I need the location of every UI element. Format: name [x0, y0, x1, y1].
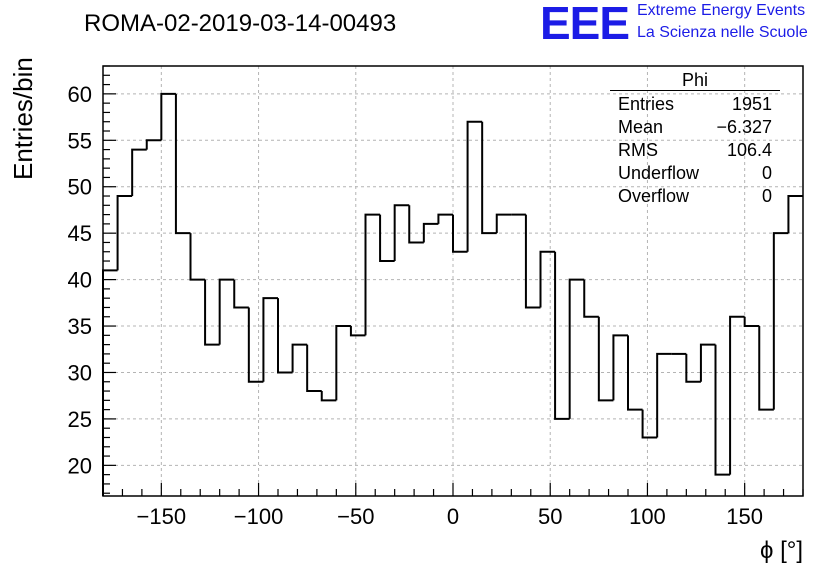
histogram-bar	[349, 326, 366, 337]
histogram-bar	[102, 269, 118, 496]
histogram-bar	[320, 391, 337, 402]
stats-label: Overflow	[618, 186, 690, 206]
y-tick-label: 35	[68, 314, 92, 339]
y-tick-label: 60	[68, 82, 92, 107]
x-tick-label: −50	[337, 504, 374, 529]
histogram-bar	[656, 352, 672, 438]
histogram-bar	[277, 298, 293, 374]
histogram-bar	[160, 92, 176, 141]
histogram-bar	[379, 214, 395, 263]
y-tick-label: 30	[68, 360, 92, 385]
histogram-bar	[597, 316, 614, 402]
y-tick-label: 45	[68, 221, 92, 246]
histogram-bar	[627, 335, 643, 411]
stats-value: 1951	[731, 94, 772, 114]
histogram-bar	[787, 195, 803, 234]
histogram-bar	[131, 148, 147, 197]
logo-line-1: Extreme Energy Events	[637, 2, 806, 19]
y-axis-label: Entries/bin	[8, 57, 38, 180]
histogram-bar	[233, 279, 249, 309]
histogram-bar	[612, 334, 628, 401]
y-tick-label: 20	[68, 453, 92, 478]
histogram-bar	[554, 251, 570, 420]
y-tick-label: 50	[68, 175, 92, 200]
stats-value: 0	[761, 163, 772, 183]
histogram-bar	[729, 315, 745, 475]
stats-label: RMS	[618, 140, 658, 160]
histogram-bar	[539, 250, 556, 308]
histogram-bar	[481, 121, 497, 235]
histogram-bar	[437, 213, 453, 224]
y-tick-label: 40	[68, 268, 92, 293]
histogram-bar	[699, 343, 716, 382]
x-tick-label: −100	[234, 504, 284, 529]
histogram-bar	[408, 205, 424, 244]
stats-row-entries: Entries 1951	[610, 93, 780, 116]
histogram-bar	[116, 195, 133, 271]
histogram-bar	[422, 222, 439, 243]
x-tick-label: 150	[726, 504, 763, 529]
y-tick-label: 55	[68, 128, 92, 153]
histogram-bar	[174, 93, 191, 235]
axes	[102, 65, 804, 497]
histogram-bar	[452, 214, 468, 253]
stats-box-title: Phi	[610, 70, 780, 91]
tick-labels: −150 −100 −50 0 50 100 150 20 25 30 35 40 45 50 55 60	[68, 82, 764, 529]
histogram-bar	[335, 325, 351, 401]
x-tick-label: 0	[447, 504, 459, 529]
histogram-bar	[262, 297, 278, 382]
stats-box: Phi Entries 1951 Mean −6.327 RMS 106.4 U…	[610, 70, 780, 208]
x-tick-label: −150	[137, 504, 187, 529]
histogram-bar	[218, 278, 235, 345]
histogram-bar	[189, 233, 206, 281]
histogram-bar	[743, 316, 760, 328]
histogram-bar	[641, 409, 658, 439]
histogram-bar	[714, 344, 731, 476]
stats-row-rms: RMS 106.4	[610, 139, 780, 162]
histogram-bar	[364, 213, 381, 336]
histogram-bar	[247, 307, 264, 383]
eee-logo: EEE	[540, 0, 630, 49]
histogram-bar	[145, 139, 162, 150]
logo-line-2: La Scienza nelle Scuole	[637, 24, 808, 41]
stats-row-underflow: Underflow 0	[610, 162, 780, 185]
chart-title: ROMA-02-2019-03-14-00493	[84, 10, 397, 37]
y-tick-label: 25	[68, 407, 92, 432]
histogram-bar	[583, 279, 599, 318]
stats-label: Underflow	[618, 163, 700, 183]
x-tick-label: 100	[629, 504, 666, 529]
histogram-bar	[306, 344, 322, 393]
stats-label: Mean	[618, 117, 664, 137]
histogram-bar	[772, 232, 789, 410]
histogram-bar	[466, 120, 483, 252]
x-tick-label: 50	[538, 504, 562, 529]
histogram-bars	[102, 92, 803, 496]
histogram-bar	[568, 278, 585, 419]
histogram-bar	[393, 204, 410, 262]
stats-value: 0	[761, 186, 772, 206]
histogram-bar	[524, 214, 541, 309]
histogram-bar	[291, 343, 308, 373]
histogram-bar	[204, 279, 220, 346]
histogram-bar	[758, 326, 774, 411]
stats-row-overflow: Overflow 0	[610, 185, 780, 208]
stats-value: −6.327	[716, 117, 772, 137]
histogram-bar	[495, 213, 512, 234]
stats-label: Entries	[618, 94, 675, 114]
x-axis-label: ϕ [°]	[760, 537, 803, 564]
stats-value: 106.4	[726, 140, 772, 160]
stats-row-mean: Mean −6.327	[610, 116, 780, 139]
histogram-bar	[685, 353, 701, 383]
